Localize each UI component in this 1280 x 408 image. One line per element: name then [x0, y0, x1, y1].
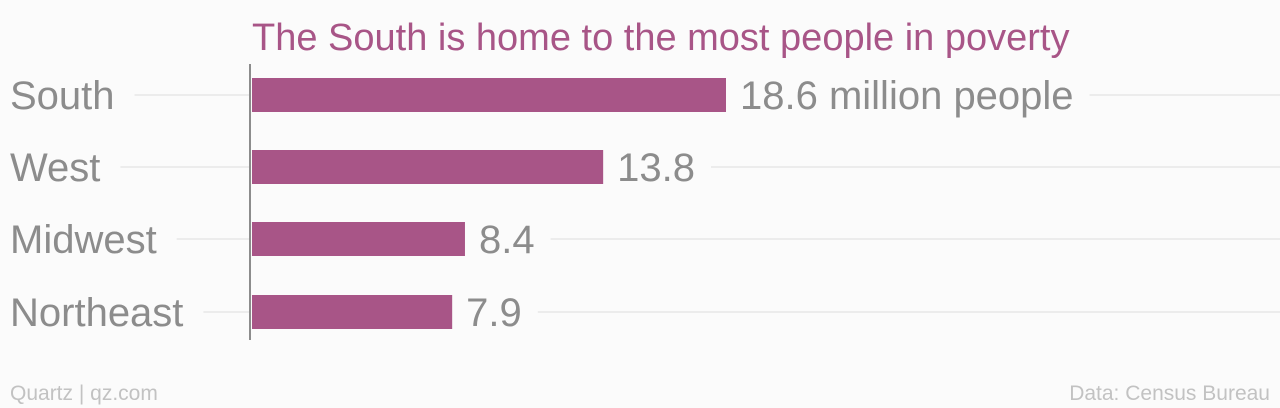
value-label: 7.9	[466, 291, 522, 335]
value-label: 18.6 million people	[740, 74, 1074, 118]
value-labels: 18.6 million people 13.8 8.4 7.9	[466, 74, 1073, 335]
source-credit: Quartz | qz.com	[10, 382, 158, 405]
bar	[252, 295, 453, 329]
bar	[252, 222, 465, 256]
category-label: Midwest	[10, 218, 157, 262]
value-label: 13.8	[617, 146, 695, 190]
bar	[252, 78, 726, 112]
data-source: Data: Census Bureau	[1069, 382, 1270, 405]
category-label: Northeast	[10, 291, 183, 335]
chart-title: The South is home to the most people in …	[252, 17, 1069, 59]
gridlines	[120, 94, 1280, 313]
value-label: 8.4	[479, 218, 535, 262]
category-label: South	[10, 74, 115, 118]
category-labels: South West Midwest Northeast	[10, 74, 183, 335]
category-label: West	[10, 146, 100, 190]
bars	[252, 78, 726, 329]
bar	[252, 150, 604, 184]
